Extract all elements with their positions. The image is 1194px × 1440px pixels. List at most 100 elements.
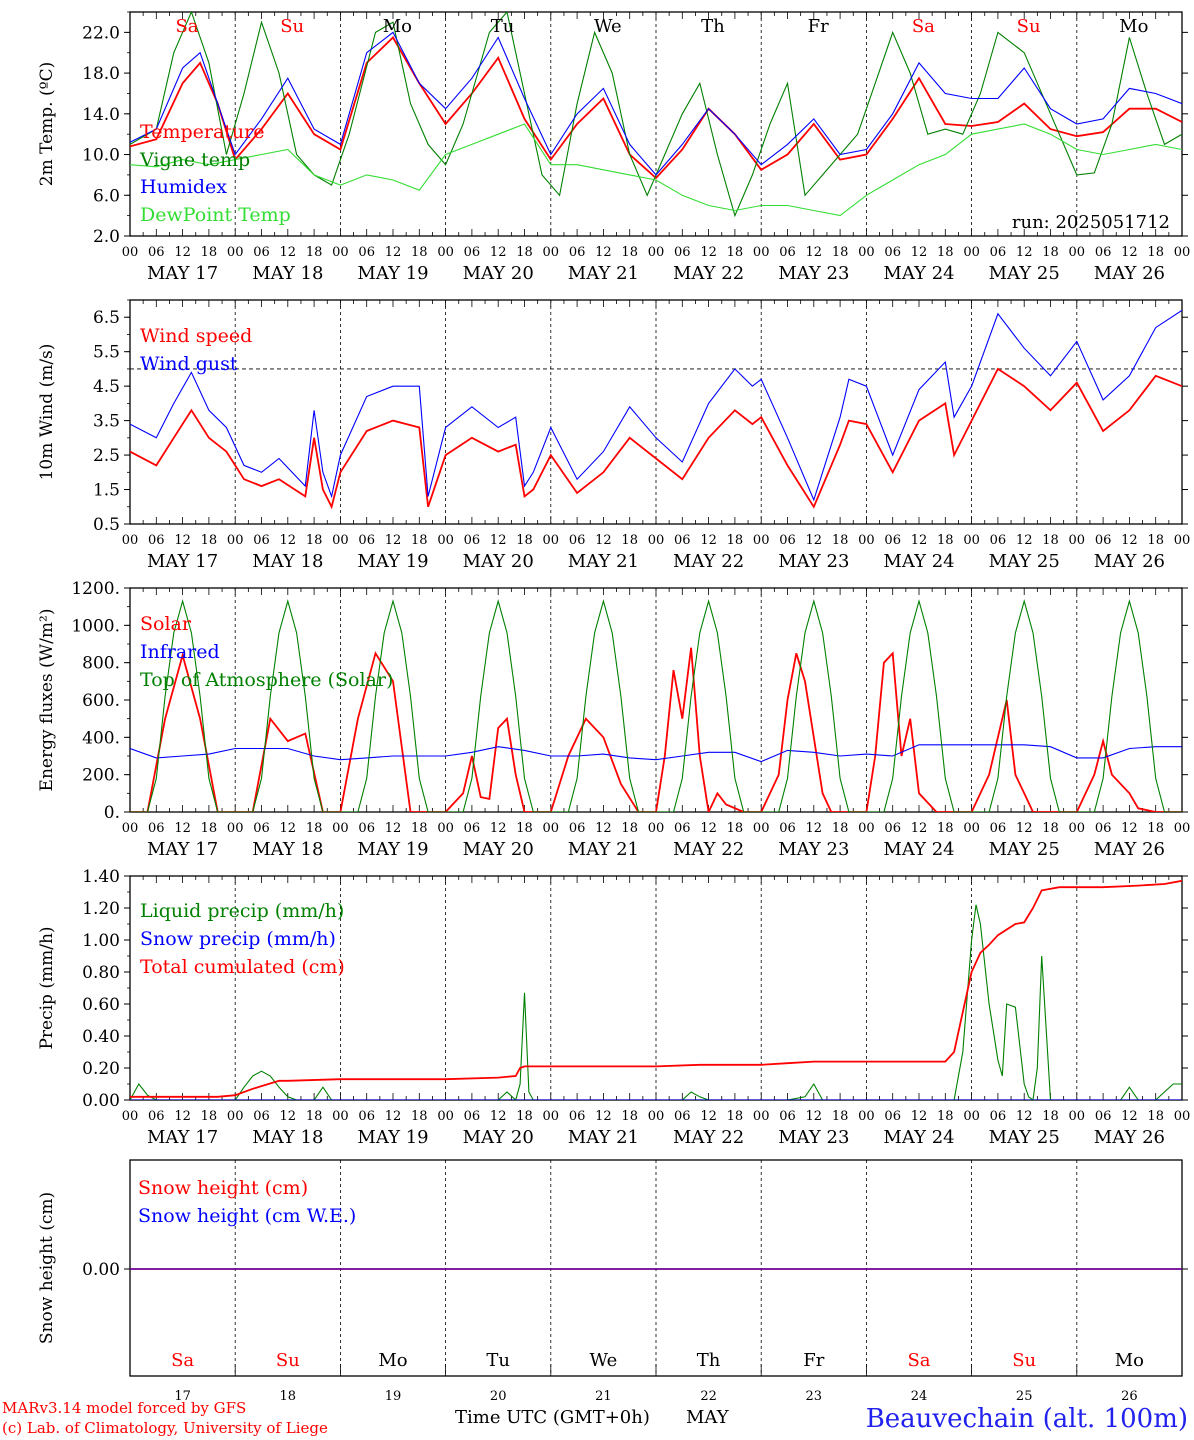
weekday-label: Th <box>701 16 725 37</box>
hour-tick-label: 00 <box>332 1109 349 1124</box>
y-tick-label: 6.0 <box>93 186 120 206</box>
hour-tick-label: 00 <box>437 245 454 260</box>
series-solar <box>130 647 1182 812</box>
hour-tick-label: 18 <box>937 533 954 548</box>
date-label: MAY 26 <box>1094 263 1165 284</box>
hour-tick-label: 12 <box>1121 245 1138 260</box>
hour-tick-label: 06 <box>674 1109 691 1124</box>
hour-tick-label: 00 <box>543 245 560 260</box>
hour-tick-label: 00 <box>753 245 770 260</box>
hour-tick-label: 12 <box>490 1109 507 1124</box>
hour-tick-label: 18 <box>1147 533 1164 548</box>
hour-tick-label: 18 <box>1147 245 1164 260</box>
hour-tick-label: 00 <box>858 245 875 260</box>
hour-tick-label: 06 <box>358 1109 375 1124</box>
hour-tick-label: 06 <box>464 245 481 260</box>
hour-tick-label: 18 <box>516 533 533 548</box>
hour-tick-label: 12 <box>595 245 612 260</box>
date-label: MAY 20 <box>463 839 534 860</box>
hour-tick-label: 06 <box>779 533 796 548</box>
date-label: MAY 22 <box>673 551 744 572</box>
hour-tick-label: 06 <box>569 533 586 548</box>
hour-tick-label: 18 <box>937 245 954 260</box>
date-label: MAY 26 <box>1094 551 1165 572</box>
date-label: MAY 24 <box>883 551 954 572</box>
hour-tick-label: 12 <box>1016 821 1033 836</box>
hour-tick-label: 18 <box>621 1109 638 1124</box>
y-axis-label: 10m Wind (m/s) <box>37 344 57 481</box>
hour-tick-label: 00 <box>1069 245 1086 260</box>
hour-tick-label: 06 <box>1095 1109 1112 1124</box>
hour-tick-label: 06 <box>148 245 165 260</box>
y-tick-label: 0.20 <box>82 1059 120 1079</box>
hour-tick-label: 06 <box>569 245 586 260</box>
hour-tick-label: 18 <box>306 1109 323 1124</box>
bottom-weekday-label: Mo <box>1115 1350 1144 1371</box>
hour-tick-label: 18 <box>621 821 638 836</box>
bottom-weekday-label: Th <box>697 1350 721 1371</box>
legend-entry: Snow precip (mm/h) <box>140 928 336 950</box>
y-tick-label: 14.0 <box>82 105 120 125</box>
hour-tick-label: 12 <box>806 1109 823 1124</box>
time-axis-month: MAY <box>686 1407 730 1428</box>
day-ticks <box>129 1364 1183 1376</box>
hour-tick-label: 06 <box>1095 245 1112 260</box>
bottom-day-number: 19 <box>385 1389 402 1404</box>
hour-tick-label: 18 <box>727 245 744 260</box>
panel-precip: 0.00 0.20 0.40 0.60 0.80 1.00 1.20 1.40 Precip (… <box>37 867 1190 1148</box>
date-label: MAY 23 <box>778 1127 849 1148</box>
date-label: MAY 23 <box>778 839 849 860</box>
hour-tick-label: 00 <box>122 533 139 548</box>
y-tick-label: 200. <box>82 766 120 786</box>
hour-tick-label: 12 <box>280 245 297 260</box>
hour-tick-label: 12 <box>911 533 928 548</box>
hour-tick-label: 12 <box>700 821 717 836</box>
hour-tick-label: 00 <box>332 245 349 260</box>
bottom-day-number: 22 <box>700 1389 717 1404</box>
y-tick-label: 3.5 <box>93 412 120 432</box>
hour-tick-label: 00 <box>227 821 244 836</box>
legend-entry: Wind gust <box>140 353 238 375</box>
y-tick-label: 5.5 <box>93 343 120 363</box>
hour-tick-label: 06 <box>884 1109 901 1124</box>
series-wind-speed <box>130 367 1182 510</box>
hour-tick-label: 00 <box>1174 245 1191 260</box>
hour-tick-label: 18 <box>201 1109 218 1124</box>
hour-tick-label: 06 <box>358 245 375 260</box>
hour-tick-label: 18 <box>306 821 323 836</box>
hour-tick-label: 00 <box>437 533 454 548</box>
hour-tick-label: 00 <box>648 821 665 836</box>
bottom-day-number: 21 <box>595 1389 612 1404</box>
hour-tick-label: 18 <box>411 821 428 836</box>
weekday-label: Fr <box>808 16 829 37</box>
date-label: MAY 18 <box>252 551 323 572</box>
bottom-weekday-label: Tu <box>486 1350 510 1371</box>
y-tick-label: 0.40 <box>82 1027 120 1047</box>
legend-entry: Temperature <box>140 121 264 143</box>
y-tick-label: 0.00 <box>82 1091 120 1111</box>
y-tick-label: 22.0 <box>82 23 120 43</box>
hour-tick-label: 06 <box>253 245 270 260</box>
date-label: MAY 17 <box>147 1127 218 1148</box>
weekday-label: We <box>594 16 622 37</box>
hour-tick-label: 18 <box>937 1109 954 1124</box>
hour-tick-label: 12 <box>595 533 612 548</box>
legend-entry: Infrared <box>140 641 220 663</box>
y-tick-label: 1200. <box>71 579 120 599</box>
hour-tick-label: 00 <box>332 821 349 836</box>
date-label: MAY 19 <box>357 839 428 860</box>
weekday-label: Mo <box>383 16 412 37</box>
y-tick-label: 600. <box>82 691 120 711</box>
date-label: MAY 20 <box>463 551 534 572</box>
date-label: MAY 23 <box>778 263 849 284</box>
legend-entry: Top of Atmosphere (Solar) <box>140 669 393 691</box>
hour-tick-label: 00 <box>543 821 560 836</box>
date-label: MAY 24 <box>883 839 954 860</box>
panel-snow: 0.00 Snow height (cm) Snow height (cm) Snow… <box>37 1159 1188 1404</box>
hour-ticks <box>129 588 1183 812</box>
hour-tick-label: 06 <box>674 533 691 548</box>
y-axis-label: 2m Temp. (ºC) <box>37 62 57 187</box>
hour-tick-label: 06 <box>569 1109 586 1124</box>
legend-entry: DewPoint Temp <box>140 204 291 226</box>
hour-tick-label: 00 <box>122 821 139 836</box>
